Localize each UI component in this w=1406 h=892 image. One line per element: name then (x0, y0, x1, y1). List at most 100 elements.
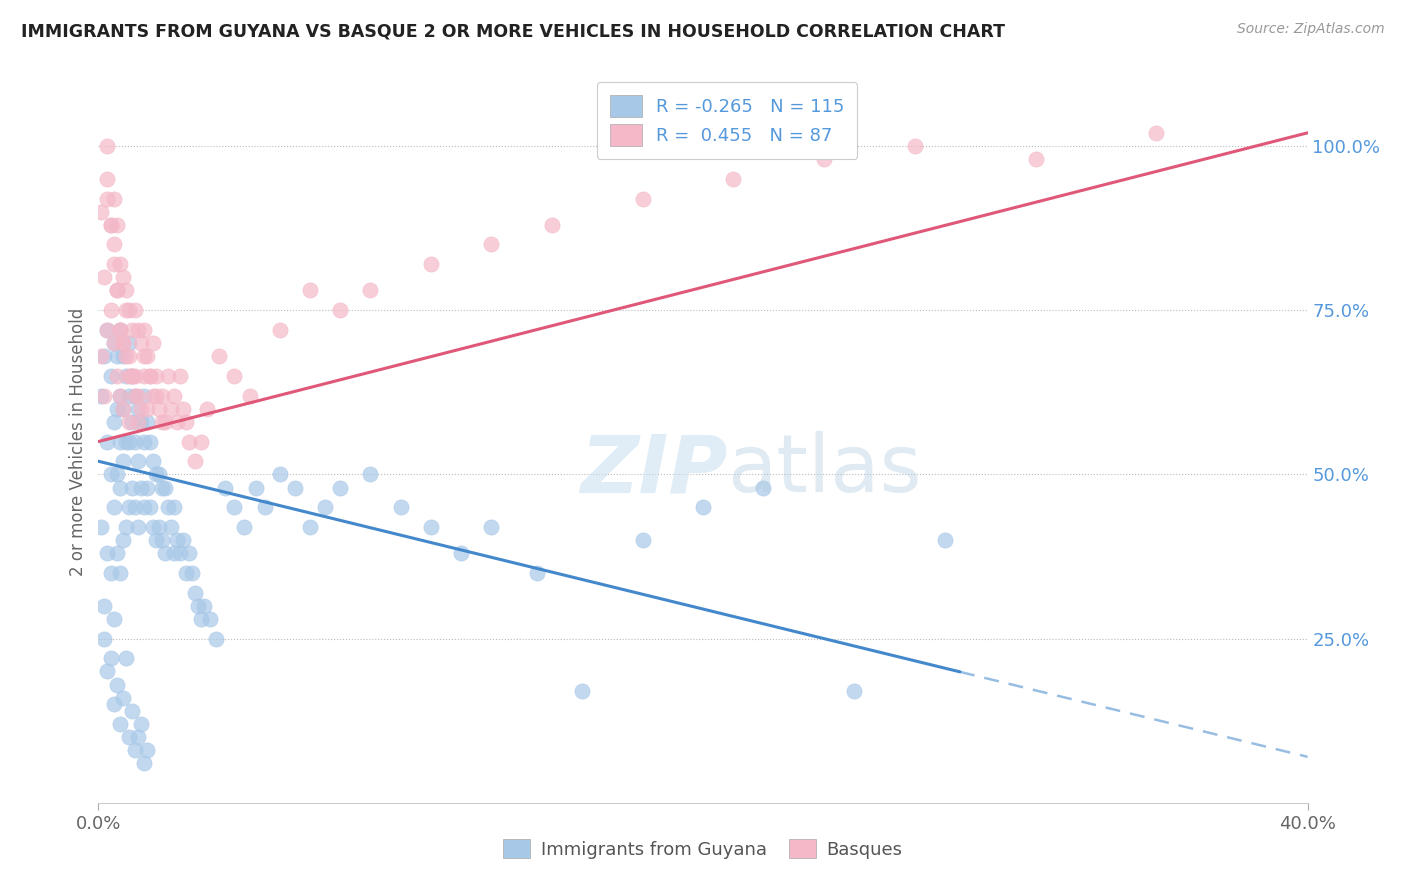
Point (163, 388, 186, 402)
Point (108, 434, 131, 449)
Point (360, 467, 382, 482)
Point (96, 546, 118, 560)
Text: atlas: atlas (727, 432, 921, 509)
Point (139, 368, 162, 383)
Point (108, 323, 131, 337)
Point (135, 415, 157, 429)
Point (174, 415, 197, 429)
Point (135, 481, 157, 495)
Point (153, 481, 176, 495)
Point (105, 284, 128, 298)
Point (184, 454, 207, 468)
Point (150, 481, 173, 495)
Point (389, 500, 412, 515)
Point (631, 533, 654, 547)
Point (124, 388, 146, 402)
Point (103, 612, 125, 626)
Point (118, 349, 141, 363)
Point (105, 349, 128, 363)
Point (129, 336, 152, 351)
Point (114, 303, 136, 318)
Point (139, 434, 162, 449)
Point (160, 401, 183, 416)
Point (96, 323, 118, 337)
Point (96, 434, 118, 449)
Point (111, 401, 134, 416)
Point (105, 677, 128, 691)
Point (124, 434, 146, 449)
Point (174, 566, 197, 580)
Point (904, 139, 927, 153)
Point (135, 743, 157, 757)
Point (631, 192, 654, 206)
Point (571, 684, 593, 698)
Point (299, 284, 322, 298)
Point (179, 546, 201, 560)
Point (118, 368, 141, 383)
Point (752, 481, 775, 495)
Point (245, 481, 267, 495)
Point (329, 481, 352, 495)
Point (148, 401, 170, 416)
Point (150, 533, 173, 547)
Point (160, 520, 183, 534)
Point (145, 533, 167, 547)
Point (100, 651, 122, 665)
Point (163, 500, 186, 515)
Point (129, 481, 152, 495)
Point (169, 368, 191, 383)
Point (329, 303, 352, 318)
Point (121, 368, 143, 383)
Point (114, 349, 136, 363)
Point (129, 415, 152, 429)
Point (121, 368, 143, 383)
Point (103, 336, 125, 351)
Point (111, 336, 134, 351)
Point (100, 218, 122, 232)
Point (135, 401, 157, 416)
Point (145, 388, 167, 402)
Point (200, 612, 222, 626)
Point (108, 323, 131, 337)
Point (121, 704, 143, 718)
Point (205, 632, 228, 646)
Point (93, 599, 115, 613)
Point (105, 401, 128, 416)
Point (127, 415, 149, 429)
Point (90, 349, 112, 363)
Point (118, 500, 141, 515)
Point (299, 520, 322, 534)
Point (214, 481, 236, 495)
Point (129, 717, 152, 731)
Point (108, 388, 131, 402)
Point (813, 152, 835, 166)
Point (156, 368, 179, 383)
Point (103, 698, 125, 712)
Point (111, 336, 134, 351)
Point (239, 388, 262, 402)
Point (420, 257, 443, 271)
Point (156, 500, 179, 515)
Legend: Immigrants from Guyana, Basques: Immigrants from Guyana, Basques (496, 832, 910, 866)
Point (132, 349, 155, 363)
Point (190, 434, 212, 449)
Point (105, 368, 128, 383)
Point (114, 434, 136, 449)
Point (153, 415, 176, 429)
Point (118, 388, 141, 402)
Point (93, 632, 115, 646)
Point (132, 368, 155, 383)
Point (96, 323, 118, 337)
Point (132, 434, 155, 449)
Text: ZIP: ZIP (579, 432, 727, 509)
Point (124, 368, 146, 383)
Point (108, 566, 131, 580)
Point (142, 454, 165, 468)
Point (1144, 126, 1167, 140)
Point (269, 467, 291, 482)
Point (100, 368, 122, 383)
Point (103, 500, 125, 515)
Point (481, 237, 503, 252)
Point (114, 651, 136, 665)
Point (111, 401, 134, 416)
